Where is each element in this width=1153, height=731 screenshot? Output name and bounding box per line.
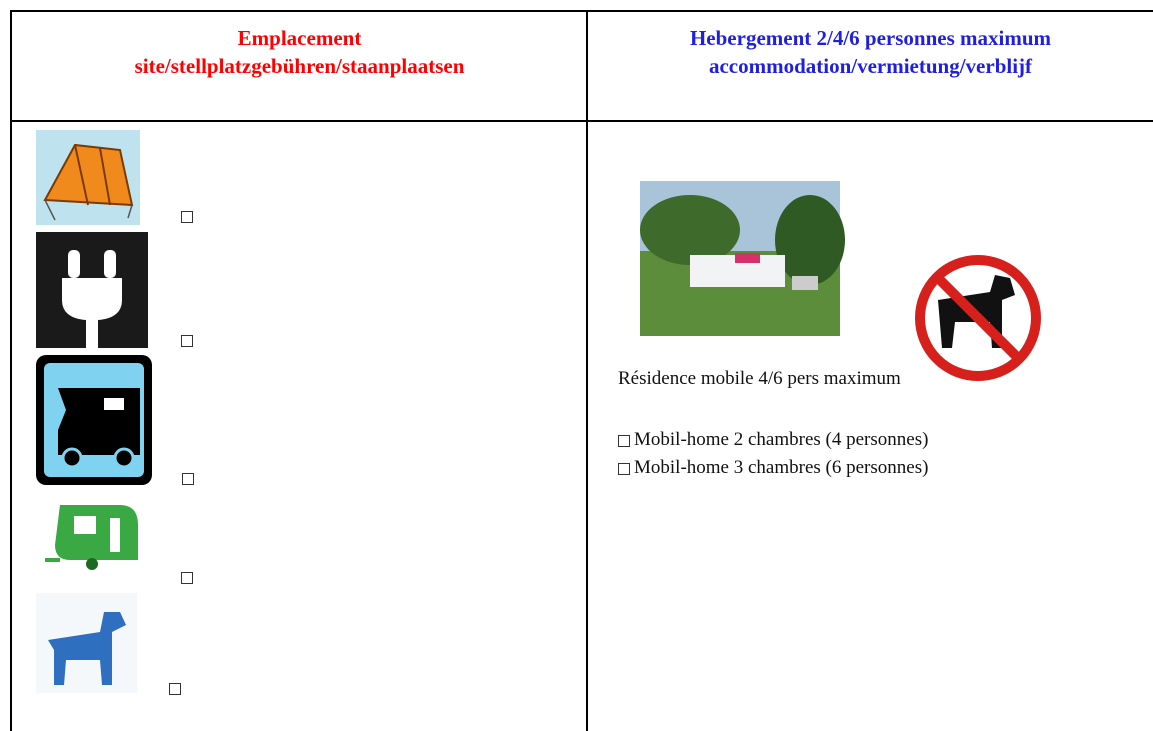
header-line: Emplacement [12, 24, 587, 52]
header-line: Hebergement 2/4/6 personnes maximum [588, 24, 1153, 52]
dog-icon [36, 593, 137, 693]
left-header: Emplacement site/stellplatzgebühren/staa… [12, 24, 587, 80]
mobile-home-photo [640, 181, 845, 336]
page: Emplacement site/stellplatzgebühren/staa… [0, 0, 1153, 731]
checkbox[interactable] [181, 572, 193, 584]
checkbox[interactable] [618, 463, 630, 475]
caption: Résidence mobile 4/6 pers maximum [618, 368, 901, 390]
header-line: site/stellplatzgebühren/staanplaatsen [12, 52, 587, 80]
checkbox[interactable] [169, 683, 181, 695]
option: Mobil-home 3 chambres (6 personnes) [634, 457, 928, 479]
tent-icon [36, 130, 140, 225]
checkbox[interactable] [181, 211, 193, 223]
header-line: accommodation/vermietung/verblijf [588, 52, 1153, 80]
table-frame [0, 0, 1153, 731]
camper-icon [36, 355, 152, 485]
caravan-icon [45, 505, 138, 570]
checkbox[interactable] [182, 473, 194, 485]
right-header: Hebergement 2/4/6 personnes maximum acco… [588, 24, 1153, 80]
plug-icon [36, 232, 148, 348]
option: Mobil-home 2 chambres (4 personnes) [634, 429, 928, 451]
checkbox[interactable] [181, 335, 193, 347]
no-dogs-sign [920, 260, 1036, 376]
checkbox[interactable] [618, 435, 630, 447]
